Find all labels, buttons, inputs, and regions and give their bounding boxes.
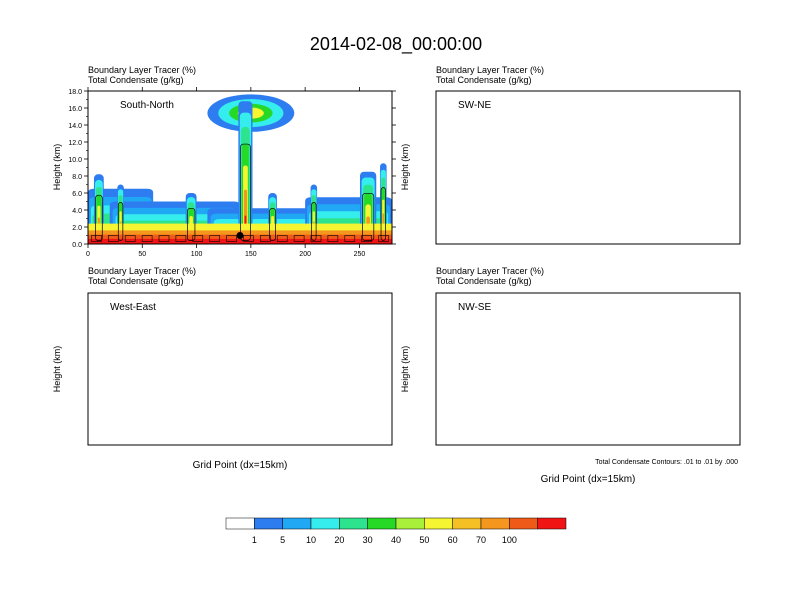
- plot-frame: [87, 292, 393, 446]
- y-axis-label: Height (km): [52, 144, 62, 191]
- y-tick-label: 0.0: [72, 242, 82, 249]
- condensate-contour: [117, 202, 124, 241]
- colorbar-swatch: [367, 517, 397, 530]
- condensate-contour: [243, 235, 254, 242]
- colorbar-swatch: [480, 517, 510, 530]
- condensate-contour: [293, 235, 305, 242]
- colorbar-swatch: [509, 517, 538, 530]
- condensate-contour: [192, 235, 204, 242]
- condensate-contour: [91, 235, 102, 242]
- panel-label: South-North: [120, 100, 174, 111]
- x-axis-label: Grid Point (dx=15km): [193, 460, 288, 471]
- condensate-contour: [269, 207, 276, 241]
- colorbar-swatch: [424, 517, 453, 530]
- axis-ticks: 0.0 2.0 4.0 6.0 8.0 10.0 12.0 14.0 16.0 18.0 0 50 10…: [68, 87, 396, 258]
- colorbar-swatch: [537, 517, 567, 530]
- condensate-contour: [380, 187, 386, 241]
- panel-subtitle-1: Boundary Layer Tracer (%): [88, 266, 196, 276]
- colorbar: 1 5 10 20 30 40 50 60 70 100: [225, 517, 567, 545]
- panel-south-north: Boundary Layer Tracer (%) Total Condensa…: [52, 65, 396, 258]
- panel-subtitle-1: Boundary Layer Tracer (%): [436, 65, 544, 75]
- panel-label: NW-SE: [458, 302, 491, 313]
- colorbar-swatch: [310, 517, 340, 530]
- colorbar-label: 1: [252, 535, 257, 545]
- x-axis-label: Grid Point (dx=15km): [541, 474, 636, 485]
- condensate-contour: [378, 235, 389, 242]
- colorbar-swatch: [339, 517, 368, 530]
- x-tick-label: 0: [86, 251, 90, 258]
- condensate-contour: [362, 193, 375, 241]
- y-axis-label: Height (km): [52, 346, 62, 393]
- condensate-contour: [175, 235, 187, 242]
- condensate-contour: [240, 143, 251, 241]
- y-tick-label: 10.0: [68, 157, 82, 164]
- condensate-contour: [226, 235, 237, 242]
- colorbar-label: 40: [391, 535, 401, 545]
- footnote: Total Condensate Contours: .01 to .01 by…: [595, 459, 738, 466]
- condensate-contour: [327, 235, 339, 242]
- condensate-contour: [158, 235, 170, 242]
- condensate-contour: [209, 235, 220, 242]
- condensate-contour: [260, 235, 271, 242]
- colorbar-label: 20: [334, 535, 344, 545]
- condensate-contour: [344, 235, 356, 242]
- colorbar-label: 60: [448, 535, 458, 545]
- panel-label: SW-NE: [458, 100, 491, 111]
- panel-subtitle-2: Total Condensate (g/kg): [88, 75, 184, 85]
- y-tick-label: 2.0: [72, 225, 82, 232]
- colorbar-label: 70: [476, 535, 486, 545]
- panel-subtitle-2: Total Condensate (g/kg): [88, 276, 184, 286]
- plot-area: [88, 94, 392, 244]
- panel-nw-se: Boundary Layer Tracer (%) Total Condensa…: [400, 266, 741, 485]
- boundary-layer-band: [88, 238, 392, 244]
- y-axis-label: Height (km): [400, 346, 410, 393]
- plot-frame: [435, 90, 741, 245]
- colorbar-label: 5: [280, 535, 285, 545]
- colorbar-label: 100: [502, 535, 517, 545]
- condensate-contour: [186, 207, 196, 241]
- panel-subtitle-1: Boundary Layer Tracer (%): [436, 266, 544, 276]
- y-tick-label: 8.0: [72, 174, 82, 181]
- panel-subtitle-2: Total Condensate (g/kg): [436, 276, 532, 286]
- y-tick-label: 14.0: [68, 123, 82, 130]
- y-tick-label: 12.0: [68, 140, 82, 147]
- colorbar-label: 10: [306, 535, 316, 545]
- condensate-contour: [141, 235, 153, 242]
- x-tick-label: 200: [299, 251, 311, 258]
- condensate-contour: [276, 235, 288, 242]
- colorbar-swatch: [225, 517, 255, 530]
- y-tick-label: 6.0: [72, 191, 82, 198]
- condensate-contour: [124, 235, 136, 242]
- panel-west-east: Boundary Layer Tracer (%) Total Condensa…: [52, 266, 393, 471]
- panel-sw-ne: Boundary Layer Tracer (%) Total Condensa…: [400, 65, 741, 245]
- figure-title: 2014-02-08_00:00:00: [310, 34, 482, 55]
- x-tick-label: 100: [191, 251, 203, 258]
- colorbar-swatch: [282, 517, 312, 530]
- condensate-contour: [95, 194, 103, 241]
- colorbar-swatch: [254, 517, 283, 530]
- plot-frame: [87, 90, 393, 245]
- condensate-contour: [311, 202, 317, 241]
- colorbar-label: 50: [419, 535, 429, 545]
- colorbar-swatch: [395, 517, 425, 530]
- y-tick-label: 18.0: [68, 89, 82, 96]
- colorbar-label: 30: [363, 535, 373, 545]
- colorbar-swatch: [452, 517, 482, 530]
- x-tick-label: 50: [138, 251, 146, 258]
- y-axis-label: Height (km): [400, 144, 410, 191]
- y-tick-label: 4.0: [72, 208, 82, 215]
- y-tick-label: 16.0: [68, 106, 82, 113]
- panel-label: West-East: [110, 302, 156, 313]
- x-tick-label: 250: [354, 251, 366, 258]
- x-tick-label: 150: [245, 251, 257, 258]
- panel-subtitle-1: Boundary Layer Tracer (%): [88, 65, 196, 75]
- location-marker: [236, 232, 244, 239]
- plot-frame: [435, 292, 741, 446]
- condensate-contour: [361, 235, 372, 242]
- panel-subtitle-2: Total Condensate (g/kg): [436, 75, 532, 85]
